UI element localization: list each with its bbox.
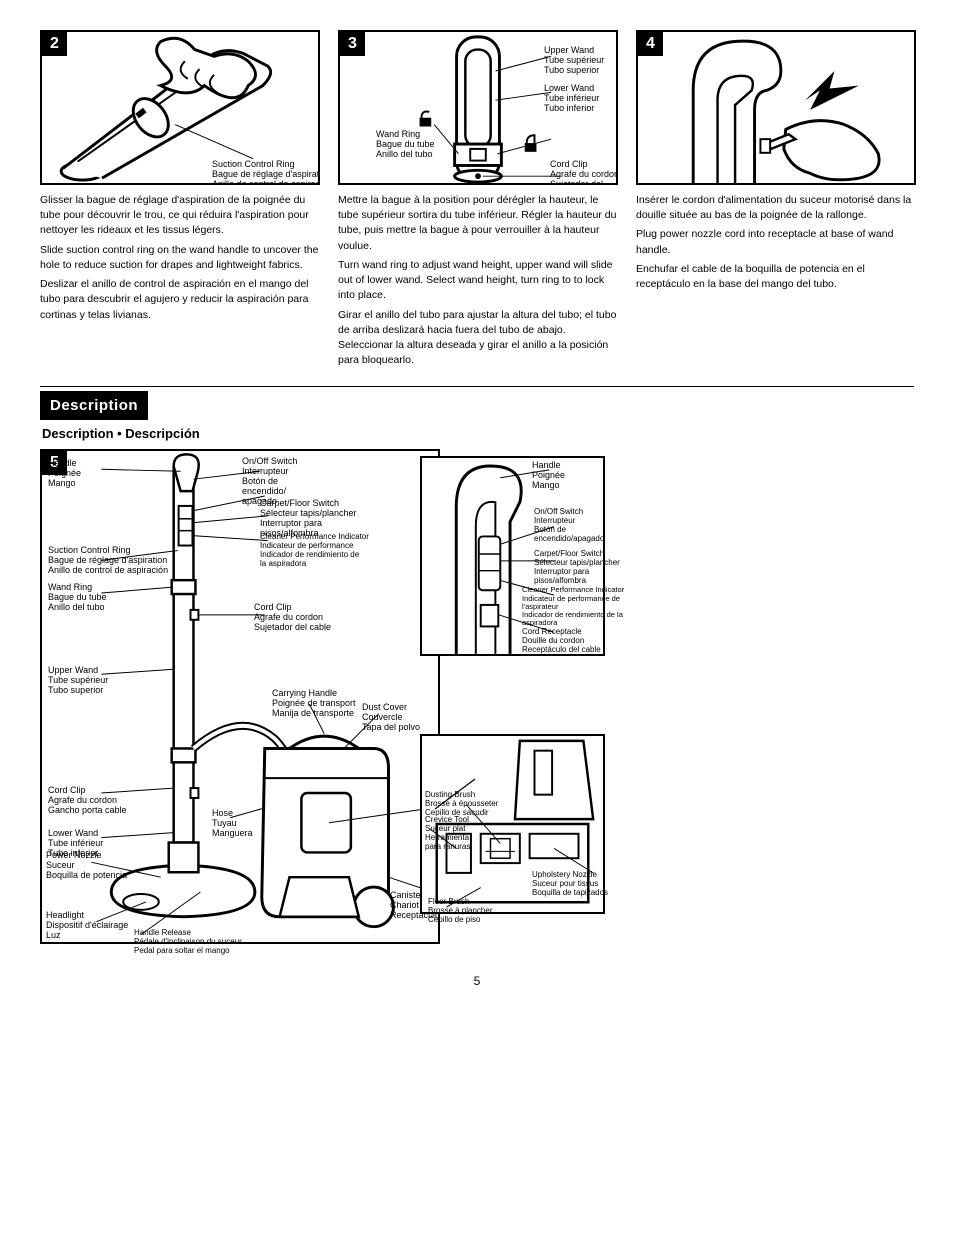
- figure-3-illustration: 3: [338, 30, 618, 185]
- section-subtitle: Description • Descripción: [42, 426, 914, 441]
- figure-2-caption: Glisser la bague de réglage d'aspiration…: [40, 193, 320, 323]
- fig2-text-es: Deslizar el anillo de control de aspirac…: [40, 277, 320, 323]
- fig3-text-es: Girar el anillo del tubo para ajustar la…: [338, 308, 618, 369]
- fig4-text-fr: Insérer le cordon d'alimentation du suce…: [636, 193, 916, 223]
- fig4-svg: [638, 32, 914, 183]
- fig3-label-ring: Wand Ring Bague du tube Anillo del tubo: [376, 130, 435, 160]
- inset-top-onoff: On/Off Switch Interrupteur Botón de ence…: [534, 508, 604, 543]
- fig5-label-handle: Handle Poignée Mango: [48, 459, 81, 489]
- figure-5-main-illustration: 5: [40, 449, 440, 944]
- inset-top-handle: Handle Poignée Mango: [532, 461, 565, 491]
- figure-4-illustration: 4: [636, 30, 916, 185]
- fig3-label-upper: Upper Wand Tube supérieur Tubo superior: [544, 46, 604, 76]
- inset-bottom-upholstery: Upholstery Nozzle Suceur pour tissus Boq…: [532, 871, 608, 897]
- fig2-label-suction: Suction Control Ring Bague de réglage d'…: [212, 160, 320, 185]
- fig5-label-hose: Hose Tuyau Manguera: [212, 809, 253, 839]
- figure-2-illustration: 2 Suction Control Ri: [40, 30, 320, 185]
- figure-4-caption: Insérer le cordon d'alimentation du suce…: [636, 193, 916, 292]
- fig3-label-lower: Lower Wand Tube inférieur Tubo inferior: [544, 84, 599, 114]
- figure-3-caption: Mettre la bague à la position pour dérég…: [338, 193, 618, 368]
- fig3-label-cord: Cord Clip Agrafe du cordon Sujetador del…: [550, 160, 618, 185]
- figure-2-panel: 2 Suction Control Ri: [40, 30, 320, 372]
- section-divider: [40, 386, 914, 387]
- inset-top-carpet: Carpet/Floor Switch Sélecteur tapis/plan…: [534, 550, 620, 585]
- fig5-label-nozzle: Power Nozzle Suceur Boquilla de potencia: [46, 851, 127, 881]
- fig5-label-lowcord: Cord Clip Agrafe du cordon Gancho porta …: [48, 786, 127, 816]
- figure-5-inset-handle: Handle Poignée Mango On/Off Switch Inter…: [420, 456, 605, 656]
- fig5-label-dustcover: Dust Cover Couvercle Tapa del polvo: [362, 703, 420, 733]
- inset-top-perf: Cleaner Performance Indicator Indicateur…: [522, 586, 624, 627]
- fig5-label-upper: Upper Wand Tube supérieur Tubo superior: [48, 666, 108, 696]
- fig5-label-headlight: Headlight Dispositif d'éclairage Luz: [46, 911, 128, 941]
- inset-top-receptacle: Cord Receptacle Douille du cordon Recept…: [522, 628, 601, 654]
- fig2-text-fr: Glisser la bague de réglage d'aspiration…: [40, 193, 320, 239]
- figure-3-panel: 3: [338, 30, 618, 372]
- fig5-label-cordclip: Cord Clip Agrafe du cordon Sujetador del…: [254, 603, 331, 633]
- fig5-label-performance: Cleaner Performance Indicator Indicateur…: [260, 533, 369, 568]
- fig5-label-ring: Wand Ring Bague du tube Anillo del tubo: [48, 583, 107, 613]
- figure-5-inset-tools: Dusting Brush Brosse à épousseter Cepill…: [420, 734, 605, 914]
- fig5-label-suction: Suction Control Ring Bague de réglage d'…: [48, 546, 168, 576]
- fig5-label-release: Handle Release Pédale d'inclinaison du s…: [134, 929, 242, 955]
- fig3-text-fr: Mettre la bague à la position pour dérég…: [338, 193, 618, 254]
- fig5-label-carry: Carrying Handle Poignée de transport Man…: [272, 689, 356, 719]
- figure-5-panel: 5: [40, 449, 660, 944]
- inset-bottom-floor: Floor Brush Brosse à plancher Cepillo de…: [428, 898, 492, 924]
- figure-4-panel: 4 Insérer le cordon d'alimentation du su…: [636, 30, 916, 372]
- fig2-text-en: Slide suction control ring on the wand h…: [40, 243, 320, 273]
- inset-bottom-dusting: Dusting Brush Brosse à épousseter Cepill…: [425, 791, 498, 817]
- fig4-text-en: Plug power nozzle cord into receptacle a…: [636, 227, 916, 257]
- page-number: 5: [40, 974, 914, 988]
- section-title-bar: Description: [40, 391, 148, 420]
- fig4-text-es: Enchufar el cable de la boquilla de pote…: [636, 262, 916, 292]
- inset-bottom-crevice: Crevice Tool Suceur plat Herramienta par…: [425, 816, 470, 851]
- fig3-text-en: Turn wand ring to adjust wand height, up…: [338, 258, 618, 304]
